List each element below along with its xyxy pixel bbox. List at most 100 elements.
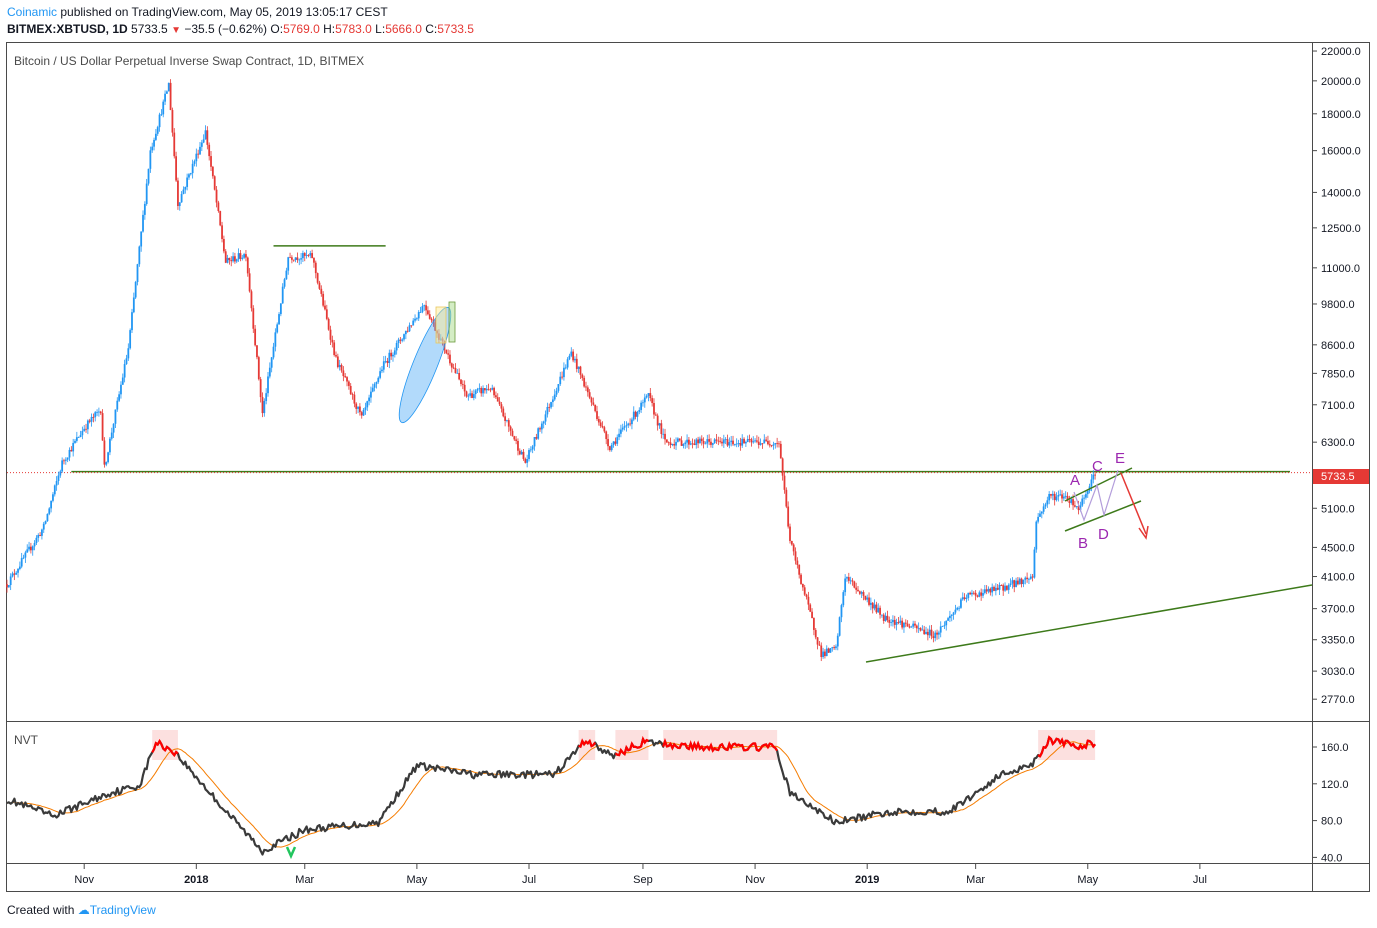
candle-body bbox=[204, 130, 207, 140]
candle-body bbox=[767, 440, 769, 445]
candle-body bbox=[487, 388, 490, 390]
candle-body bbox=[721, 441, 723, 444]
candle-body bbox=[783, 475, 786, 490]
candle-body bbox=[566, 359, 569, 368]
candle-body bbox=[824, 651, 826, 657]
candle-body bbox=[864, 595, 867, 600]
candle-body bbox=[460, 379, 462, 384]
indicator-title: NVT bbox=[14, 733, 39, 747]
candle-body bbox=[235, 259, 238, 262]
candle-body bbox=[846, 577, 848, 579]
candle-body bbox=[914, 623, 916, 626]
candle-body bbox=[39, 535, 41, 536]
candle-body bbox=[33, 542, 36, 547]
highlight-box-left[interactable] bbox=[435, 306, 447, 344]
candle-body bbox=[114, 409, 117, 424]
long-trendline[interactable] bbox=[865, 584, 1313, 663]
candle-body bbox=[72, 442, 75, 452]
candle-body bbox=[386, 361, 389, 364]
candle-body bbox=[915, 625, 918, 629]
candle-body bbox=[697, 439, 699, 444]
wave-label-e: E bbox=[1115, 450, 1125, 467]
candle-body bbox=[48, 508, 51, 514]
candle-body bbox=[860, 592, 863, 594]
candle-body bbox=[415, 318, 418, 320]
candle-body bbox=[994, 587, 997, 591]
candle-body bbox=[195, 153, 198, 162]
candle-body bbox=[1086, 490, 1089, 495]
tradingview-logo-icon[interactable]: ☁ bbox=[77, 903, 90, 917]
highlight-box-right[interactable] bbox=[448, 301, 456, 343]
candle-body bbox=[958, 607, 960, 609]
candle-body bbox=[414, 318, 416, 321]
price-tick-label: 8600.0 bbox=[1321, 340, 1355, 352]
tradingview-link[interactable]: TradingView bbox=[89, 903, 156, 917]
candle-body bbox=[86, 420, 89, 430]
candle-body bbox=[270, 357, 273, 368]
candle-body bbox=[26, 549, 29, 553]
candle-body bbox=[634, 411, 637, 417]
price-tick-label: 16000.0 bbox=[1321, 146, 1361, 158]
candle-body bbox=[450, 363, 453, 368]
candle-body bbox=[735, 443, 738, 445]
candle-body bbox=[509, 426, 512, 431]
channel-lower-line[interactable] bbox=[1064, 500, 1142, 532]
candle-body bbox=[1075, 506, 1078, 507]
candle-body bbox=[563, 367, 565, 378]
candle-body bbox=[881, 614, 883, 616]
candle-body bbox=[976, 595, 979, 597]
candle-body bbox=[121, 377, 124, 385]
candle-body bbox=[147, 168, 150, 184]
price-tick-label: 20000.0 bbox=[1321, 76, 1361, 88]
price-tick-label: 9800.0 bbox=[1321, 299, 1355, 311]
candle-body bbox=[42, 523, 45, 530]
candle-body bbox=[873, 604, 876, 609]
high-label: H: bbox=[323, 22, 336, 36]
candle-body bbox=[1035, 521, 1038, 550]
price-tick-label: 12500.0 bbox=[1321, 223, 1361, 235]
candle-body bbox=[688, 439, 690, 445]
candle-body bbox=[671, 444, 674, 445]
candle-body bbox=[660, 423, 663, 435]
candle-body bbox=[246, 257, 249, 274]
price-tick-label: 5100.0 bbox=[1321, 503, 1355, 515]
candle-body bbox=[353, 394, 356, 404]
candle-body bbox=[746, 438, 749, 442]
candle-body bbox=[673, 444, 676, 446]
candle-body bbox=[772, 444, 775, 446]
author-name[interactable]: Coinamic bbox=[7, 5, 58, 19]
candle-body bbox=[188, 174, 190, 178]
candle-body bbox=[44, 521, 47, 524]
wave-path[interactable] bbox=[1073, 469, 1119, 522]
wave-label-a: A bbox=[1070, 472, 1080, 489]
candle-body bbox=[68, 449, 71, 458]
candle-body bbox=[388, 352, 391, 364]
candle-body bbox=[987, 588, 990, 592]
candle-body bbox=[601, 426, 604, 428]
candle-body bbox=[963, 597, 966, 599]
symbol-info: BITMEX:XBTUSD, 1D 5733.5 ▼ −35.5 (−0.62%… bbox=[7, 22, 474, 36]
candle-body bbox=[943, 625, 946, 627]
price-tick-label: 14000.0 bbox=[1321, 187, 1361, 199]
candle-body bbox=[803, 587, 806, 595]
candle-body bbox=[776, 443, 779, 444]
candle-body bbox=[719, 440, 722, 442]
candle-body bbox=[267, 376, 269, 394]
candle-body bbox=[428, 314, 431, 319]
nvt-tick-label: 40.0 bbox=[1321, 852, 1342, 864]
candle-body bbox=[449, 354, 451, 364]
candle-body bbox=[228, 257, 231, 261]
candle-body bbox=[888, 619, 891, 623]
candle-body bbox=[989, 588, 992, 593]
forecast-arrow-line[interactable] bbox=[1120, 472, 1147, 535]
candle-body bbox=[445, 349, 448, 354]
price-tick-label: 7100.0 bbox=[1321, 400, 1355, 412]
candle-body bbox=[665, 439, 668, 443]
candle-body bbox=[879, 607, 881, 615]
price-tick-label: 22000.0 bbox=[1321, 46, 1361, 58]
candle-body bbox=[991, 586, 994, 593]
candle-body bbox=[557, 384, 560, 391]
candle-body bbox=[699, 438, 701, 444]
candle-body bbox=[620, 429, 622, 434]
